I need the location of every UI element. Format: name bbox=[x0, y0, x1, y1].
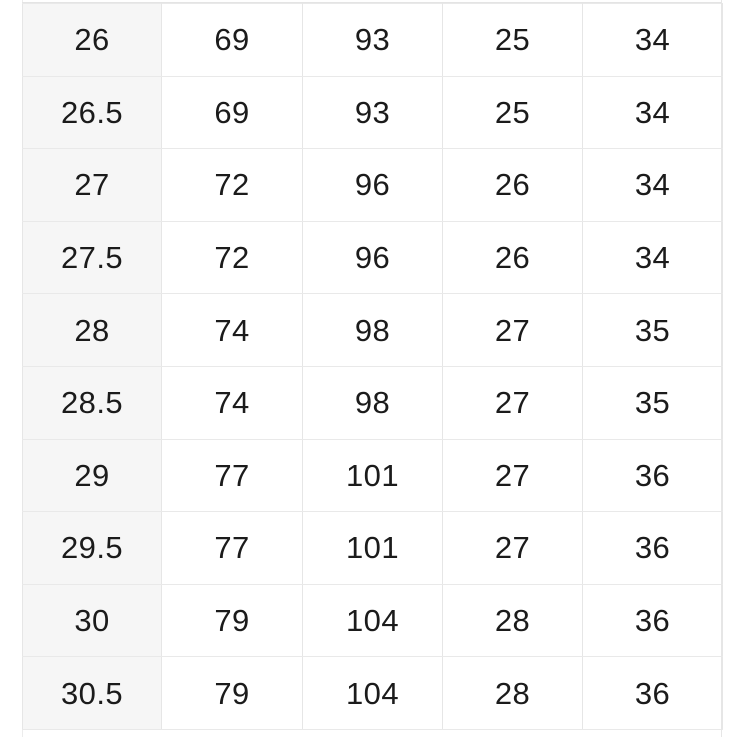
table-cell-size-label: 27 bbox=[22, 148, 162, 222]
table-cell-measurement: 72 bbox=[161, 148, 303, 222]
table-row: 26 69 93 25 34 bbox=[22, 3, 723, 77]
table-cell-measurement: 101 bbox=[302, 511, 443, 585]
table-cell-measurement: 34 bbox=[582, 75, 723, 150]
table-cell-measurement: 26 bbox=[442, 148, 583, 222]
table-top-border bbox=[22, 2, 722, 3]
table-cell-measurement: 104 bbox=[302, 656, 443, 730]
table-cell-measurement: 96 bbox=[302, 220, 443, 295]
table-cell-measurement: 26 bbox=[442, 220, 583, 295]
table-cell-measurement: 74 bbox=[161, 293, 303, 367]
table-cell-measurement: 77 bbox=[161, 511, 303, 585]
table-cell-measurement: 35 bbox=[582, 293, 723, 367]
table-row: 30 79 104 28 36 bbox=[22, 583, 723, 658]
table-row: 27.5 72 96 26 34 bbox=[22, 220, 723, 295]
table-cell-measurement: 27 bbox=[442, 438, 583, 513]
table-row: 28 74 98 27 35 bbox=[22, 293, 723, 367]
table-cell-measurement: 36 bbox=[582, 511, 723, 585]
table-cell-measurement: 25 bbox=[442, 3, 583, 77]
table-cell-size-label: 26.5 bbox=[22, 75, 162, 150]
table-cell-measurement: 27 bbox=[442, 511, 583, 585]
table-cell-measurement: 72 bbox=[161, 220, 303, 295]
table-row: 29 77 101 27 36 bbox=[22, 438, 723, 513]
table-cell-measurement: 34 bbox=[582, 3, 723, 77]
size-chart-body: 26 69 93 25 34 26.5 69 93 25 34 27 72 96 26 34 27.5 72 96… bbox=[22, 3, 723, 730]
table-cell-measurement: 69 bbox=[161, 75, 303, 150]
table-cell-measurement: 36 bbox=[582, 438, 723, 513]
table-cell-size-label: 27.5 bbox=[22, 220, 162, 295]
table-cell-size-label: 30.5 bbox=[22, 656, 162, 730]
table-row: 30.5 79 104 28 36 bbox=[22, 656, 723, 730]
table-row: 28.5 74 98 27 35 bbox=[22, 365, 723, 440]
table-cell-measurement: 93 bbox=[302, 75, 443, 150]
table-cell-measurement: 79 bbox=[161, 583, 303, 658]
table-cell-measurement: 93 bbox=[302, 3, 443, 77]
table-cell-measurement: 34 bbox=[582, 148, 723, 222]
table-cell-measurement: 104 bbox=[302, 583, 443, 658]
size-chart-table: 26 69 93 25 34 26.5 69 93 25 34 27 72 96 26 34 27.5 72 96… bbox=[22, 3, 723, 730]
table-right-border bbox=[721, 0, 722, 737]
table-cell-measurement: 36 bbox=[582, 583, 723, 658]
table-cell-measurement: 101 bbox=[302, 438, 443, 513]
table-row: 27 72 96 26 34 bbox=[22, 148, 723, 222]
table-row: 29.5 77 101 27 36 bbox=[22, 511, 723, 585]
table-cell-size-label: 30 bbox=[22, 583, 162, 658]
table-cell-measurement: 35 bbox=[582, 365, 723, 440]
table-cell-size-label: 28.5 bbox=[22, 365, 162, 440]
table-cell-measurement: 28 bbox=[442, 656, 583, 730]
table-cell-measurement: 27 bbox=[442, 293, 583, 367]
table-cell-size-label: 29 bbox=[22, 438, 162, 513]
table-cell-measurement: 36 bbox=[582, 656, 723, 730]
table-cell-measurement: 69 bbox=[161, 3, 303, 77]
table-cell-measurement: 98 bbox=[302, 293, 443, 367]
table-cell-measurement: 34 bbox=[582, 220, 723, 295]
table-cell-measurement: 96 bbox=[302, 148, 443, 222]
table-cell-measurement: 74 bbox=[161, 365, 303, 440]
table-cell-measurement: 28 bbox=[442, 583, 583, 658]
table-cell-size-label: 26 bbox=[22, 3, 162, 77]
table-cell-measurement: 98 bbox=[302, 365, 443, 440]
table-cell-measurement: 27 bbox=[442, 365, 583, 440]
table-cell-measurement: 79 bbox=[161, 656, 303, 730]
table-row: 26.5 69 93 25 34 bbox=[22, 75, 723, 150]
table-cell-measurement: 25 bbox=[442, 75, 583, 150]
table-cell-measurement: 77 bbox=[161, 438, 303, 513]
table-cell-size-label: 29.5 bbox=[22, 511, 162, 585]
table-cell-size-label: 28 bbox=[22, 293, 162, 367]
